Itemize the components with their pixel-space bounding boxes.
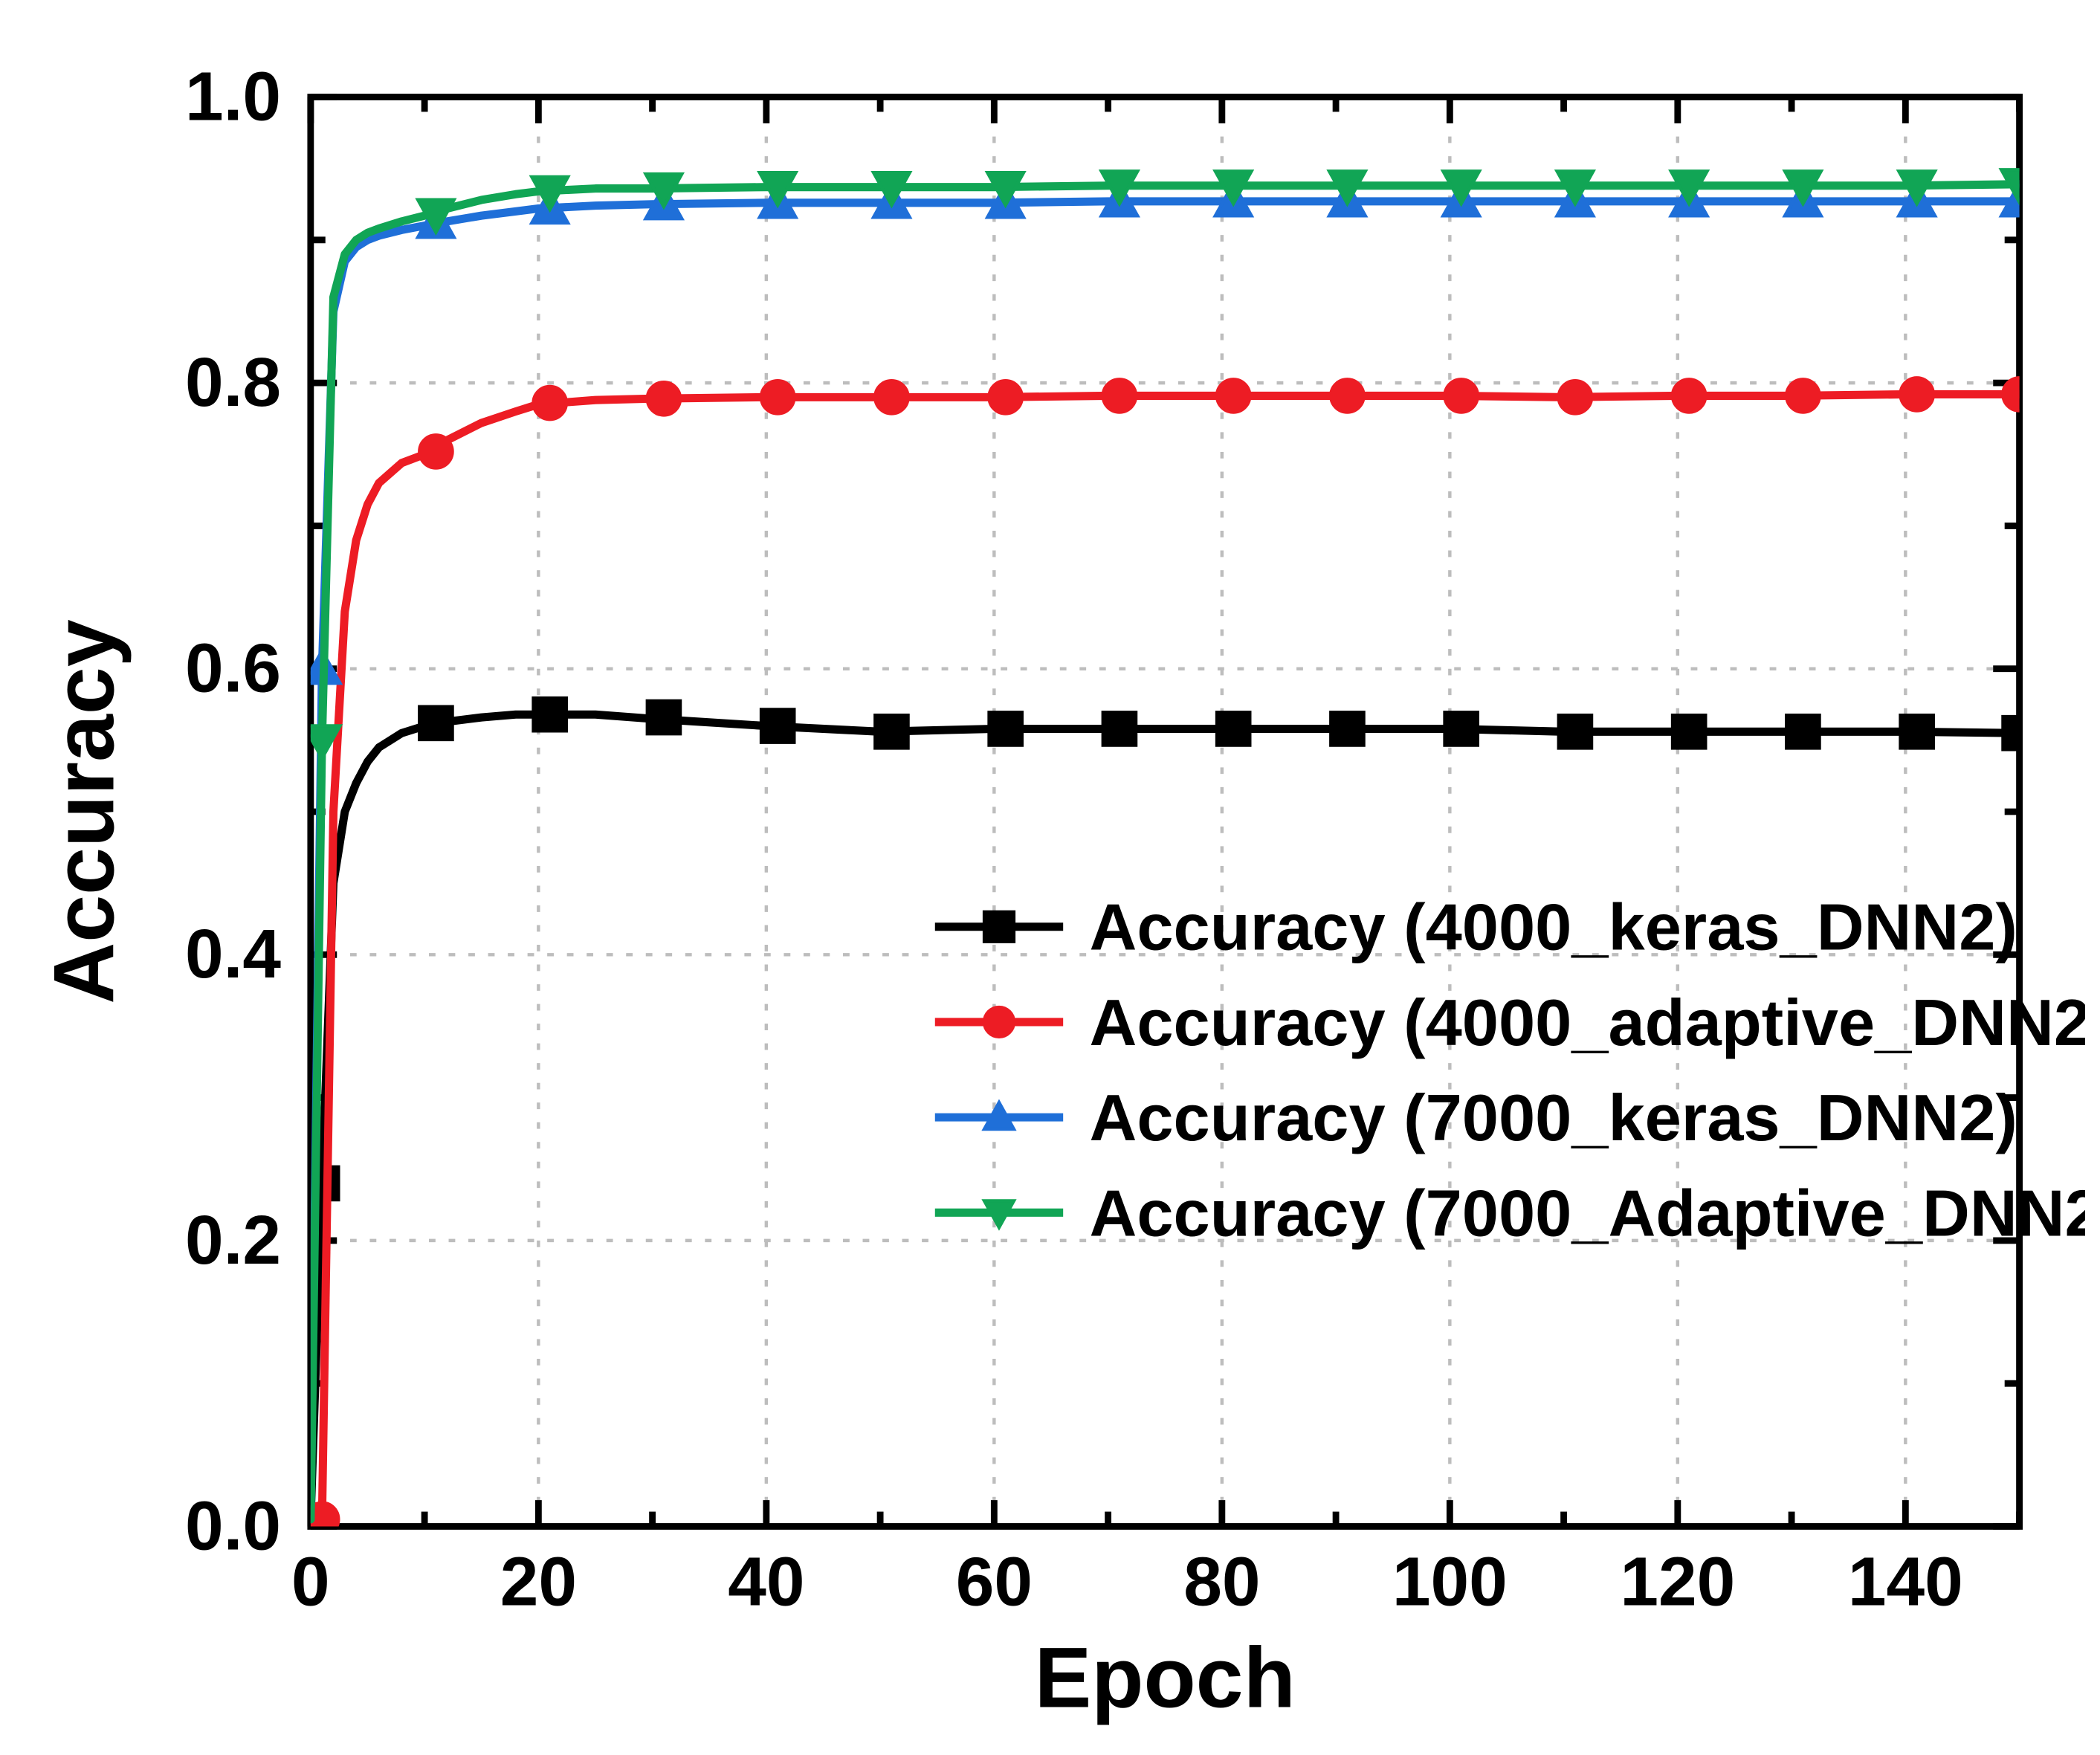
svg-text:0.2: 0.2: [185, 1201, 281, 1279]
chart-container: 0 20 40 60 80 100 120 140 0.0 0.2 0.4 0.6 0.8 1.0 Epoc…: [0, 0, 2100, 1755]
y-axis-label: Accuracy: [37, 619, 132, 1004]
legend-swatch-marker: [984, 912, 1014, 942]
accuracy-vs-epoch-chart: 0 20 40 60 80 100 120 140 0.0 0.2 0.4 0.6 0.8 1.0 Epoc…: [15, 15, 2085, 1740]
legend-label: Accuracy (4000_adaptive_DNN2): [1090, 986, 2085, 1059]
svg-text:60: 60: [956, 1543, 1033, 1620]
legend-label: Accuracy (7000_keras_DNN2): [1090, 1081, 2017, 1154]
svg-text:0.0: 0.0: [185, 1487, 281, 1564]
svg-text:0.6: 0.6: [185, 630, 281, 707]
legend-label: Accuracy (7000_Adaptive_DNN2): [1090, 1176, 2085, 1250]
x-axis-label: Epoch: [1035, 1631, 1296, 1726]
svg-text:80: 80: [1183, 1543, 1260, 1620]
svg-text:100: 100: [1392, 1543, 1508, 1620]
svg-text:120: 120: [1620, 1543, 1735, 1620]
svg-text:20: 20: [500, 1543, 577, 1620]
legend-label: Accuracy (4000_keras_DNN2): [1090, 891, 2017, 964]
svg-text:40: 40: [728, 1543, 804, 1620]
legend-swatch-marker: [984, 1007, 1014, 1037]
svg-text:0.8: 0.8: [185, 343, 281, 421]
svg-text:0: 0: [291, 1543, 330, 1620]
svg-text:140: 140: [1848, 1543, 1963, 1620]
svg-text:1.0: 1.0: [185, 57, 281, 135]
svg-text:0.4: 0.4: [185, 915, 281, 992]
